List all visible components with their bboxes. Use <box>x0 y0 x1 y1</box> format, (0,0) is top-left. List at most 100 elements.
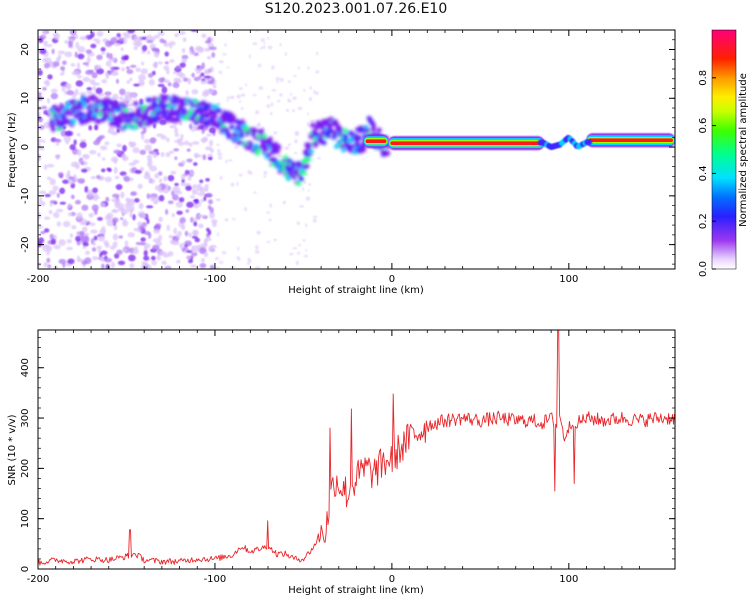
heatmap-noise-blob <box>212 221 217 228</box>
heatmap-noise-blob <box>190 216 194 223</box>
heatmap-noise-blob <box>160 151 165 158</box>
heatmap-noise-blob <box>148 178 156 184</box>
heatmap-noise-blob <box>141 61 145 66</box>
heatmap-noise-blob <box>62 221 71 228</box>
heatmap-noise-blob <box>165 266 170 269</box>
heatmap-noise-blob <box>201 33 207 39</box>
heatmap-noise-blob <box>126 103 134 107</box>
heatmap-noise-blob <box>293 74 297 78</box>
heatmap-noise-blob <box>158 216 163 223</box>
heatmap-ridge-blob <box>216 108 222 114</box>
heatmap-noise-blob <box>173 227 178 235</box>
heatmap-noise-blob <box>118 235 123 239</box>
heatmap-noise-blob <box>39 196 43 202</box>
heatmap-noise-blob <box>85 49 93 54</box>
heatmap-noise-blob <box>203 75 211 79</box>
heatmap-noise-blob <box>93 124 99 131</box>
heatmap-noise-blob <box>81 204 89 211</box>
heatmap-noise-blob <box>271 65 275 70</box>
heatmap-noise-blob <box>140 133 145 140</box>
spectrogram-y-tick-label: 0 <box>20 144 31 150</box>
heatmap-noise-blob <box>66 246 74 251</box>
heatmap-noise-blob <box>218 70 223 75</box>
heatmap-noise-blob <box>263 175 267 178</box>
heatmap-noise-blob <box>216 143 220 147</box>
heatmap-noise-blob <box>97 235 106 242</box>
heatmap-noise-blob <box>197 191 206 197</box>
heatmap-noise-blob <box>226 96 232 99</box>
heatmap-noise-blob <box>282 200 287 205</box>
heatmap-noise-blob <box>179 217 186 224</box>
heatmap-noise-blob <box>252 93 257 97</box>
heatmap-noise-blob <box>52 185 59 191</box>
heatmap-noise-blob <box>129 262 135 269</box>
heatmap-noise-blob <box>119 88 126 96</box>
heatmap-noise-blob <box>53 212 60 219</box>
heatmap-noise-blob <box>299 205 304 208</box>
heatmap-noise-blob <box>214 266 220 269</box>
heatmap-noise-blob <box>287 80 291 84</box>
heatmap-noise-blob <box>149 137 157 144</box>
heatmap-ridge-blob <box>133 123 139 129</box>
heatmap-noise-blob <box>221 251 227 255</box>
heatmap-noise-blob <box>76 255 80 263</box>
heatmap-noise-blob <box>71 225 77 230</box>
heatmap-noise-blob <box>101 79 108 84</box>
heatmap-noise-blob <box>207 156 213 161</box>
heatmap-noise-blob <box>101 263 105 269</box>
heatmap-noise-blob <box>97 152 101 157</box>
heatmap-noise-blob <box>307 189 310 192</box>
heatmap-noise-blob <box>104 215 112 221</box>
heatmap-noise-blob <box>186 158 193 163</box>
heatmap-noise-blob <box>275 80 279 84</box>
heatmap-noise-blob <box>224 42 227 47</box>
heatmap-noise-blob <box>120 191 125 199</box>
heatmap-noise-blob <box>147 264 152 269</box>
heatmap-noise-blob <box>307 183 312 186</box>
heatmap-noise-blob <box>75 80 84 87</box>
heatmap-noise-blob <box>172 82 180 89</box>
heatmap-noise-blob <box>129 211 133 218</box>
heatmap-noise-blob <box>59 66 66 71</box>
heatmap-noise-blob <box>101 226 106 233</box>
heatmap-noise-blob <box>201 62 205 70</box>
heatmap-noise-blob <box>296 221 300 226</box>
heatmap-noise-blob <box>206 80 215 85</box>
heatmap-noise-blob <box>92 187 98 194</box>
heatmap-noise-blob <box>178 197 185 203</box>
heatmap-noise-blob <box>156 254 161 261</box>
heatmap-noise-blob <box>248 54 251 59</box>
heatmap-noise-blob <box>46 97 51 104</box>
heatmap-noise-blob <box>75 199 82 205</box>
heatmap-ridge-blob <box>229 124 235 130</box>
heatmap-noise-blob <box>151 260 158 266</box>
heatmap-noise-blob <box>209 139 214 147</box>
heatmap-ridge-blob <box>181 107 187 113</box>
heatmap-noise-blob <box>100 51 106 55</box>
heatmap-noise-blob <box>130 191 137 196</box>
heatmap-ridge-blob <box>70 118 76 124</box>
heatmap-noise-blob <box>38 125 45 130</box>
heatmap-noise-blob <box>67 170 71 176</box>
heatmap-noise-blob <box>95 87 103 95</box>
snr-series-line <box>38 330 675 566</box>
heatmap-noise-blob <box>97 217 103 221</box>
heatmap-noise-blob <box>267 45 273 50</box>
heatmap-noise-blob <box>166 137 170 143</box>
heatmap-ridge-blob <box>341 147 347 153</box>
heatmap-noise-blob <box>185 255 192 260</box>
heatmap-ridge-blob <box>298 176 304 182</box>
heatmap-ridge-blob <box>308 149 314 155</box>
heatmap-noise-blob <box>104 176 113 183</box>
heatmap-noise-blob <box>201 128 205 134</box>
heatmap-noise-blob <box>206 133 212 137</box>
heatmap-noise-blob <box>154 223 162 229</box>
heatmap-noise-blob <box>90 31 95 38</box>
heatmap-noise-blob <box>199 179 204 184</box>
heatmap-noise-blob <box>55 208 64 213</box>
colorbar-gradient <box>711 29 737 270</box>
heatmap-ridge-blob <box>370 122 377 128</box>
heatmap-noise-blob <box>183 77 189 82</box>
snr-x-tick-label: -100 <box>204 574 227 585</box>
heatmap-noise-blob <box>205 178 210 182</box>
